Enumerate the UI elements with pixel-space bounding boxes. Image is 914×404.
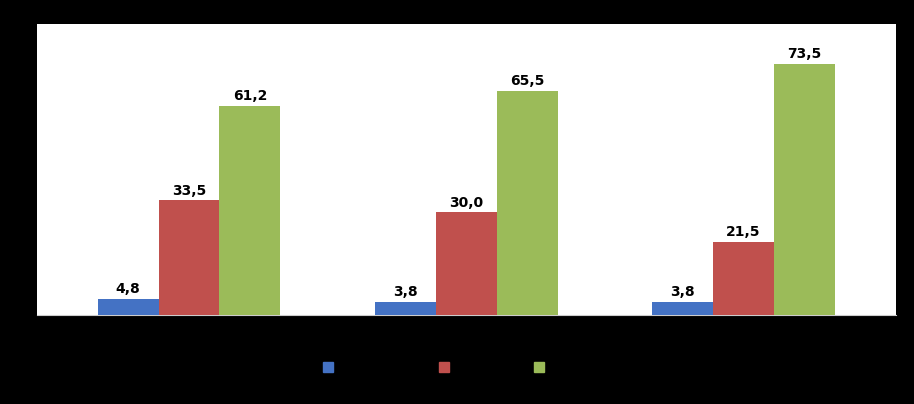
Bar [219, 106, 281, 315]
Bar [436, 213, 496, 315]
Text: 65,5: 65,5 [510, 74, 545, 88]
Bar [652, 302, 713, 315]
Text: 30,0: 30,0 [449, 196, 484, 210]
Text: 4,8: 4,8 [116, 282, 141, 296]
Bar [496, 91, 558, 315]
Text: 61,2: 61,2 [233, 89, 267, 103]
Bar [713, 242, 774, 315]
Text: 73,5: 73,5 [787, 47, 822, 61]
Bar [375, 302, 436, 315]
Text: 21,5: 21,5 [726, 225, 760, 239]
Legend: Nao migrante, Emigrante, Imigrante: Nao migrante, Emigrante, Imigrante [318, 356, 614, 379]
Bar [98, 299, 158, 315]
Text: 3,8: 3,8 [393, 285, 418, 299]
Text: 33,5: 33,5 [172, 184, 207, 198]
Bar [774, 63, 834, 315]
Text: 3,8: 3,8 [670, 285, 695, 299]
Bar [158, 200, 219, 315]
